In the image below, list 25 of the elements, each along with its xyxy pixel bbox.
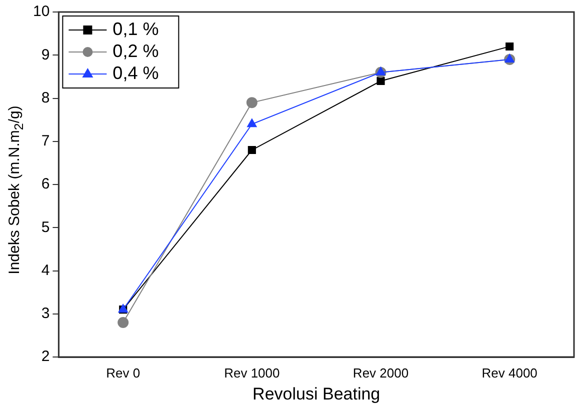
- x-tick-label: Rev 2000: [352, 365, 409, 380]
- point: [246, 97, 258, 108]
- y-tick-label: 2: [41, 348, 50, 366]
- point: [376, 76, 385, 86]
- point: [506, 42, 514, 51]
- y-tick-label: 8: [41, 89, 50, 106]
- point: [248, 146, 256, 154]
- legend-label: 0,1 %: [112, 18, 159, 39]
- point: [118, 317, 129, 328]
- y-tick-label: 4: [41, 262, 50, 279]
- x-tick-label: Rev 0: [106, 365, 140, 380]
- legend-label: 0,2 %: [112, 40, 159, 61]
- x-tick-label: Rev 1000: [224, 365, 280, 380]
- legend-label: 0,4 %: [112, 62, 159, 83]
- y-tick-label: 9: [41, 46, 50, 64]
- point: [504, 54, 514, 62]
- x-tick-label: Rev 4000: [482, 365, 538, 380]
- point: [376, 66, 386, 76]
- y-tick-label: 7: [41, 132, 50, 150]
- point: [247, 118, 257, 128]
- x-axis-title: Revolusi Beating: [252, 384, 380, 404]
- y-tick-label: 5: [41, 218, 50, 236]
- y-tick-label: 6: [41, 176, 50, 193]
- y-tick-label: 10: [32, 3, 50, 20]
- y-tick-label: 3: [41, 305, 50, 322]
